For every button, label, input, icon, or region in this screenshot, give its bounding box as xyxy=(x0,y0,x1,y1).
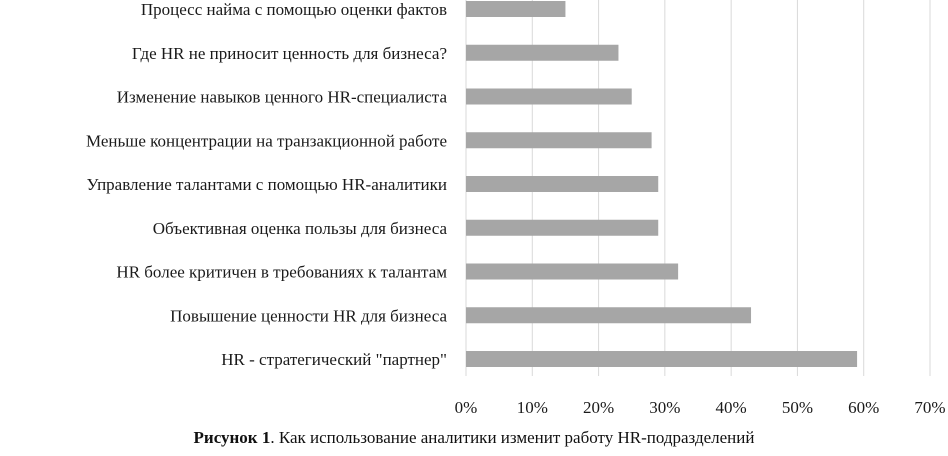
caption-text: . Как использование аналитики изменит ра… xyxy=(270,428,755,447)
bar xyxy=(466,219,659,236)
bar-chart-svg: Процесс найма с помощью оценки фактов Где… xyxy=(86,0,946,417)
x-tick-label: 20% xyxy=(583,398,614,417)
x-tick-label: 30% xyxy=(649,398,680,417)
category-label: Меньше концентрации на транзакционной ра… xyxy=(86,131,447,150)
category-label: Изменение навыков ценного HR-специалиста xyxy=(117,88,448,107)
bar xyxy=(466,44,619,61)
x-tick-label: 0% xyxy=(455,398,478,417)
bar xyxy=(466,307,752,324)
x-tick-label: 60% xyxy=(848,398,879,417)
bar xyxy=(466,88,632,105)
x-tick-label: 70% xyxy=(914,398,945,417)
category-label: Процесс найма с помощью оценки фактов xyxy=(141,0,447,19)
x-tick-label: 40% xyxy=(716,398,747,417)
category-label: Повышение ценности HR для бизнеса xyxy=(170,306,447,325)
x-tick-label: 50% xyxy=(782,398,813,417)
bar xyxy=(466,1,566,17)
figure-caption: Рисунок 1. Как использование аналитики и… xyxy=(0,428,948,448)
category-label: Управление талантами с помощью HR-аналит… xyxy=(87,175,447,194)
category-label: HR более критичен в требованиях к талант… xyxy=(116,263,447,282)
caption-label: Рисунок 1 xyxy=(193,428,271,447)
category-label: Где HR не приносит ценность для бизнеса? xyxy=(132,44,447,63)
bar xyxy=(466,351,858,367)
bar xyxy=(466,132,652,149)
bar xyxy=(466,263,679,280)
x-tick-label: 10% xyxy=(517,398,548,417)
category-label: Объективная оценка пользы для бизнеса xyxy=(153,219,448,238)
bar xyxy=(466,176,659,192)
category-label: HR - стратегический "партнер" xyxy=(221,350,447,369)
